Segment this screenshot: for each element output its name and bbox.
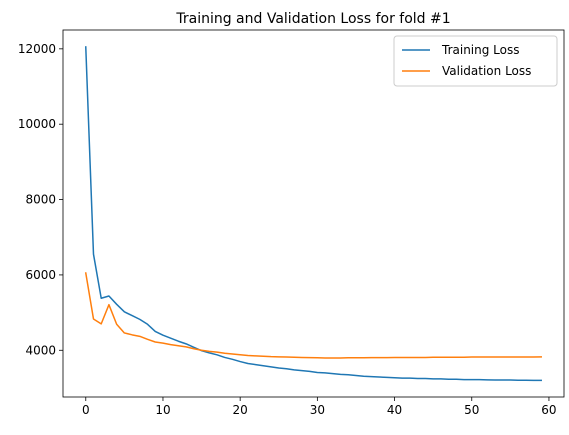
plot-area [84, 46, 542, 382]
y-tick-label: 12000 [18, 42, 56, 56]
axes-frame [62, 29, 565, 398]
series-line-validation-loss [84, 272, 542, 359]
legend-label: Validation Loss [442, 64, 531, 78]
legend: Training Loss Validation Loss [393, 35, 558, 87]
x-tick-label: 40 [387, 403, 402, 417]
x-tick-label: 50 [464, 403, 479, 417]
x-tick-label: 60 [541, 403, 556, 417]
series-line-training-loss [84, 46, 542, 382]
legend-box [393, 35, 558, 87]
y-tick-label: 4000 [25, 343, 56, 357]
y-tick-label: 10000 [18, 117, 56, 131]
x-tick-label: 20 [233, 403, 248, 417]
y-tick-label: 6000 [25, 268, 56, 282]
axis-ticks: 0 10 20 30 40 50 60 4000 6000 8000 10000 12000 [18, 42, 557, 417]
chart-title: Training and Validation Loss for fold #1 [175, 11, 450, 27]
y-tick-label: 8000 [25, 193, 56, 207]
x-tick-label: 0 [82, 403, 90, 417]
x-tick-label: 10 [155, 403, 170, 417]
x-tick-label: 30 [310, 403, 325, 417]
legend-label: Training Loss [441, 43, 519, 57]
